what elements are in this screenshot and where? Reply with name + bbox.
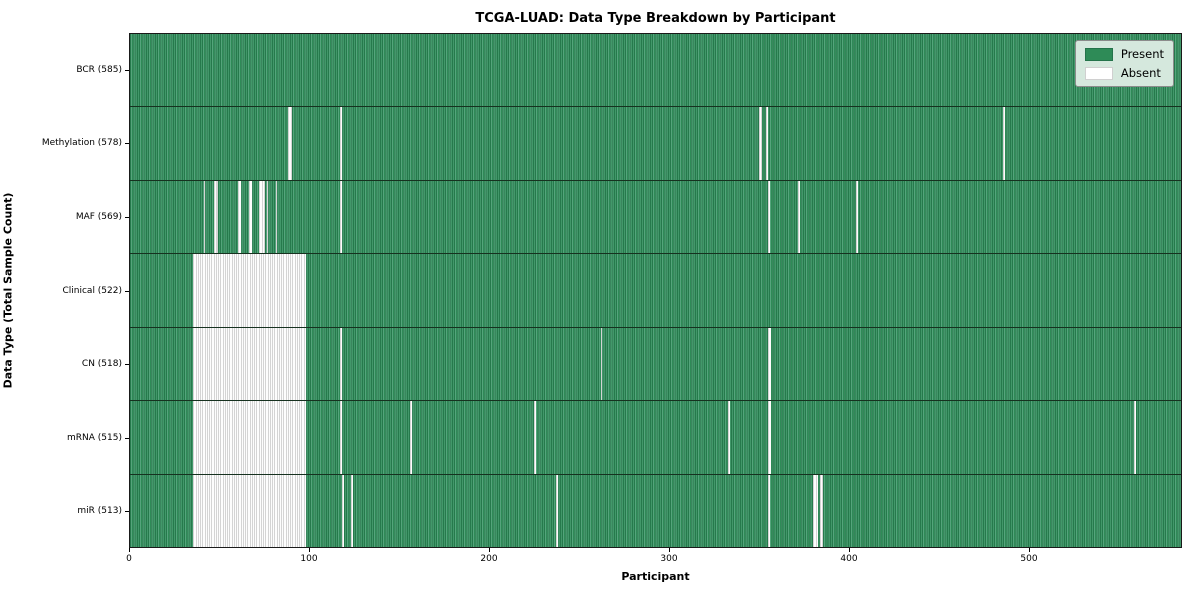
- row-strip-mir: [130, 474, 1181, 547]
- absent-stripe: [266, 180, 269, 254]
- x-tick-mark: [489, 548, 490, 552]
- row-strip-clinical: [130, 254, 1181, 328]
- y-tick-label-mrna: mRNA (515): [67, 432, 122, 443]
- absent-stripe: [728, 401, 731, 474]
- y-tick-mark: [125, 364, 129, 366]
- absent-stripe: [192, 254, 307, 327]
- x-tick-label-400: 400: [840, 554, 858, 564]
- y-tick-label-mir: miR (513): [77, 506, 122, 517]
- y-tick-label-clinical: Clinical (522): [62, 285, 122, 296]
- absent-stripe: [767, 474, 770, 547]
- row-strip-mrna: [130, 401, 1181, 475]
- absent-stripe: [798, 180, 801, 254]
- y-tick-mark: [125, 437, 129, 439]
- absent-stripe: [855, 180, 858, 254]
- absent-swatch-icon: [1084, 66, 1113, 80]
- absent-stripe: [1003, 107, 1005, 180]
- x-tick-mark: [309, 548, 310, 552]
- x-tick-mark: [1029, 548, 1030, 552]
- absent-stripe: [819, 474, 824, 547]
- x-tick-label-0: 0: [126, 554, 132, 564]
- absent-stripe: [340, 107, 342, 180]
- absent-stripe: [192, 401, 307, 474]
- y-tick-label-methylation: Methylation (578): [41, 138, 122, 149]
- absent-stripe: [767, 327, 772, 401]
- absent-stripe: [288, 107, 292, 180]
- y-tick-label-cn: CN (518): [81, 359, 122, 370]
- row-strip-bcr: [130, 34, 1181, 108]
- absent-stripe: [350, 474, 353, 547]
- x-tick-label-500: 500: [1020, 554, 1038, 564]
- y-tick-mark: [125, 511, 129, 513]
- y-tick-mark: [125, 216, 129, 218]
- y-tick-label-bcr: BCR (585): [76, 64, 122, 75]
- absent-stripe: [812, 474, 819, 547]
- absent-stripe: [534, 401, 536, 474]
- absent-stripe: [237, 180, 242, 254]
- row-strip-methylation: [130, 107, 1181, 181]
- absent-stripe: [192, 327, 307, 401]
- y-tick-label-maf: MAF (569): [75, 211, 122, 222]
- absent-stripe: [340, 401, 342, 474]
- plot-area: [129, 33, 1182, 548]
- row-strip-maf: [130, 180, 1181, 255]
- absent-stripe: [340, 180, 342, 254]
- absent-stripe: [600, 327, 603, 401]
- absent-stripe: [410, 401, 413, 474]
- absent-stripe: [340, 327, 342, 401]
- y-tick-mark: [125, 69, 129, 71]
- row-strip-cn: [130, 327, 1181, 402]
- legend: Present Absent: [1074, 40, 1174, 87]
- legend-absent-label: Absent: [1120, 66, 1161, 80]
- x-axis-label: Participant: [621, 570, 690, 583]
- x-tick-mark: [849, 548, 850, 552]
- absent-stripe: [758, 107, 763, 180]
- chart-title: TCGA-LUAD: Data Type Breakdown by Partic…: [475, 11, 836, 26]
- absent-stripe: [765, 107, 768, 180]
- absent-stripe: [767, 401, 772, 474]
- absent-stripe: [248, 180, 253, 254]
- absent-stripe: [192, 474, 307, 547]
- present-swatch-icon: [1084, 47, 1113, 61]
- x-tick-mark: [129, 548, 130, 552]
- absent-stripe: [203, 180, 206, 254]
- x-tick-label-100: 100: [300, 554, 318, 564]
- legend-present-label: Present: [1120, 47, 1164, 61]
- absent-stripe: [214, 180, 219, 254]
- absent-stripe: [259, 180, 265, 254]
- absent-stripe: [1134, 401, 1137, 474]
- absent-stripe: [555, 474, 558, 547]
- y-tick-mark: [125, 143, 129, 145]
- x-tick-mark: [669, 548, 670, 552]
- absent-stripe: [341, 474, 344, 547]
- legend-item-present: Present: [1084, 47, 1164, 61]
- absent-stripe: [767, 180, 770, 254]
- absent-stripe: [275, 180, 278, 254]
- x-tick-label-300: 300: [660, 554, 678, 564]
- x-tick-label-200: 200: [480, 554, 498, 564]
- legend-item-absent: Absent: [1084, 66, 1164, 80]
- y-tick-mark: [125, 290, 129, 292]
